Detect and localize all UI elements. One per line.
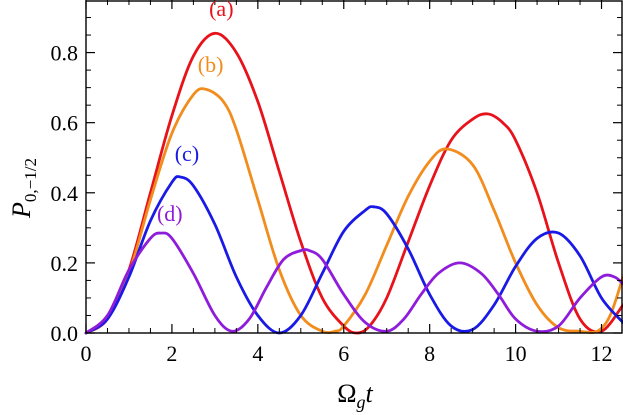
y-axis-title: P0,−1/2 (7, 158, 40, 219)
y-axis-title-sub: 0,−1/2 (21, 158, 40, 202)
y-tick-label: 0.6 (51, 111, 79, 136)
x-tick-label: 2 (166, 341, 177, 366)
axis-tick-labels: 0 2 4 6 8 10 12 0.0 0.2 0.4 0.6 0.8 (51, 41, 613, 366)
axis-ticks (85, 0, 622, 334)
x-tick-label: 8 (424, 341, 435, 366)
y-tick-label: 0.4 (51, 181, 79, 206)
series-line-a (84, 31, 623, 335)
series-label-c: (c) (175, 141, 199, 166)
x-axis-title-tail: t (366, 379, 374, 408)
series-labels: (a) (b) (c) (d) (157, 0, 234, 226)
x-axis-title-main: Ω (337, 379, 356, 408)
series-label-b: (b) (198, 52, 224, 77)
y-axis-title-main: P (7, 202, 36, 219)
x-axis-title: Ωgt (337, 379, 373, 412)
y-tick-label: 0.8 (51, 41, 79, 66)
plot-border (85, 0, 623, 334)
series-label-a: (a) (209, 0, 233, 21)
x-tick-label: 6 (338, 341, 349, 366)
y-tick-label: 0.0 (51, 321, 79, 346)
x-tick-label: 12 (591, 341, 613, 366)
x-axis-title-sub: g (357, 392, 366, 412)
plot-frame (85, 0, 623, 334)
series-line-d (84, 231, 623, 335)
series-label-d: (d) (157, 201, 183, 226)
x-tick-label: 0 (81, 341, 92, 366)
x-tick-label: 10 (505, 341, 527, 366)
x-tick-label: 4 (252, 341, 263, 366)
y-tick-label: 0.2 (51, 251, 79, 276)
series-line-c (84, 175, 623, 335)
series-line-b (84, 87, 623, 335)
chart-series-group (84, 31, 623, 335)
